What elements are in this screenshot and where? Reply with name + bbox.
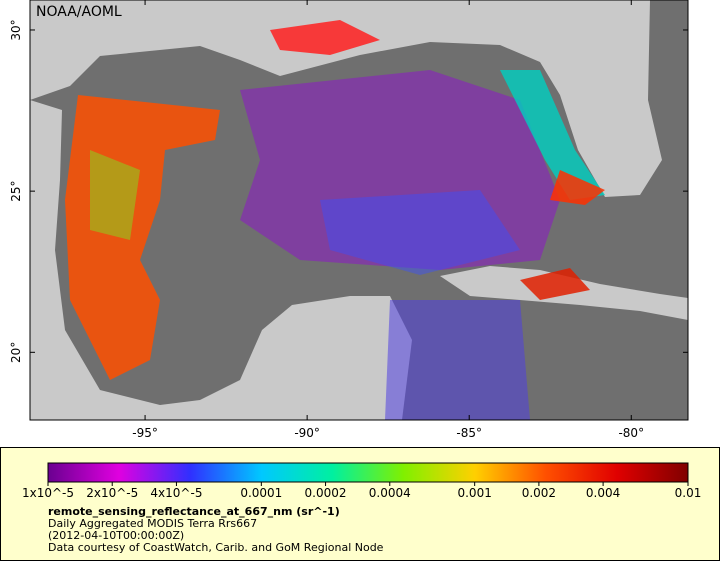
land-mexico <box>30 100 412 420</box>
data-gulf-blue <box>320 190 520 275</box>
colorbar-tick-label: 0.0001 <box>240 486 282 500</box>
colorbar-tick-label: 0.01 <box>675 486 702 500</box>
data-gulf <box>240 70 560 270</box>
data-florida-red <box>550 170 605 205</box>
map-frame <box>29 0 689 421</box>
colorbar-tick-label: 0.0004 <box>369 486 411 500</box>
data-florida-coast <box>500 70 605 200</box>
lon-tick-label: -95° <box>132 426 158 440</box>
map-area <box>30 0 688 420</box>
colorbar-tick-label: 0.002 <box>522 486 556 500</box>
legend-variable: remote_sensing_reflectance_at_667_nm (sr… <box>48 505 340 518</box>
colorbar-tick-label: 2x10^-5 <box>86 486 138 500</box>
data-north-coast <box>270 20 380 55</box>
lon-tick-label: -90° <box>294 426 320 440</box>
colorbar-tick-label: 0.001 <box>457 486 491 500</box>
colorbar-tick-label: 4x10^-5 <box>150 486 202 500</box>
colorbar-tick-label: 1x10^-5 <box>22 486 74 500</box>
lon-tick-label: -85° <box>456 426 482 440</box>
lon-tick-label: -80° <box>618 426 644 440</box>
data-caribbean <box>385 300 530 420</box>
colorbar-tick-label: 0.0002 <box>305 486 347 500</box>
colorbar-tick-label: 0.004 <box>586 486 620 500</box>
colorbar <box>47 462 689 483</box>
lat-tick-label: 25° <box>9 181 23 202</box>
data-cuba-red <box>520 268 590 300</box>
map-title: NOAA/AOML <box>36 4 122 20</box>
legend-description: Daily Aggregated MODIS Terra Rrs667 <box>48 517 257 530</box>
lat-tick-label: 20° <box>9 342 23 363</box>
lat-tick-label: 30° <box>9 19 23 40</box>
legend-date: (2012-04-10T00:00:00Z) <box>48 529 184 542</box>
legend-credit: Data courtesy of CoastWatch, Carib. and … <box>48 541 384 554</box>
data-west-green <box>90 150 140 240</box>
